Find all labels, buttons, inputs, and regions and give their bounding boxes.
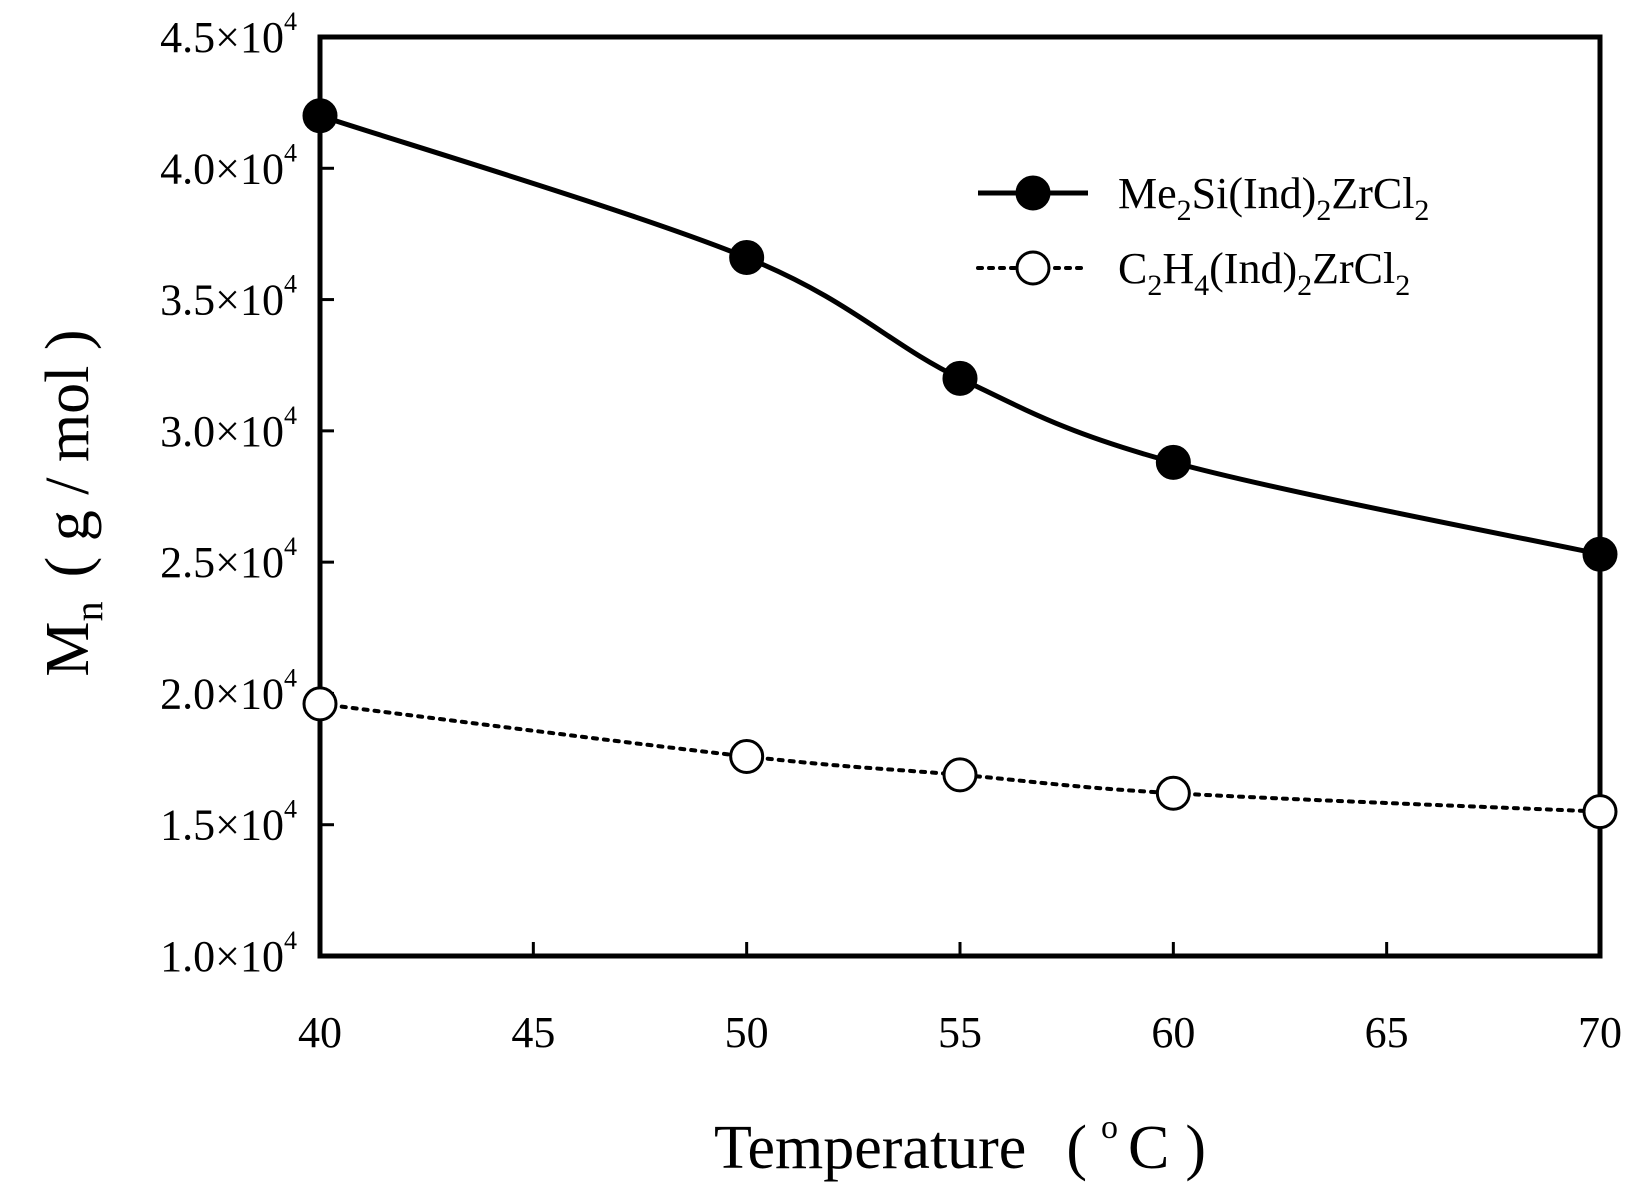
legend-label-2: C2H4(Ind)2ZrCl2: [1118, 244, 1410, 302]
series-2-point: [942, 757, 978, 793]
y-tick-mantissa: 1.5: [160, 801, 215, 850]
y-tick-label: 2.5×104: [160, 532, 297, 587]
y-tick-mantissa: 1.0: [160, 932, 215, 981]
legend-label-1: Me2Si(Ind)2ZrCl2: [1118, 169, 1429, 227]
series-1-point: [942, 360, 978, 396]
y-tick-exponent: 4: [284, 663, 297, 692]
series-1-point: [1582, 536, 1618, 572]
y-tick-label: 2.0×104: [160, 663, 297, 718]
series-2-point: [302, 686, 338, 722]
series-line-2: [318, 701, 1602, 814]
y-tick-label: 4.5×104: [160, 7, 297, 62]
y-tick-base: ×10: [215, 13, 284, 62]
y-tick-base: ×10: [215, 538, 284, 587]
legend-label-text: Me: [1118, 169, 1177, 218]
y-tick-base: ×10: [215, 276, 284, 325]
x-tick-label: 55: [938, 1008, 982, 1057]
y-axis-title: Mn ( g / mol ): [34, 329, 111, 676]
y-axis-ticks: 1.0×1041.5×1042.0×1042.5×1043.0×1043.5×1…: [160, 7, 334, 981]
legend-label-text: (Ind): [1209, 244, 1297, 293]
x-tick-label: 65: [1365, 1008, 1409, 1057]
y-tick-label: 1.5×104: [160, 795, 297, 850]
legend-label-subscript: 4: [1194, 269, 1209, 302]
x-tick-label: 50: [725, 1008, 769, 1057]
legend-label-text: ZrCl: [1331, 169, 1414, 218]
y-tick-exponent: 4: [284, 795, 297, 824]
x-axis-unit-open: (: [1066, 1114, 1087, 1182]
y-tick-exponent: 4: [284, 7, 297, 36]
legend-label-text: C: [1118, 244, 1147, 293]
x-tick-label: 60: [1151, 1008, 1195, 1057]
x-axis-unit-degree: o: [1101, 1109, 1118, 1146]
y-tick-mantissa: 2.5: [160, 538, 215, 587]
y-tick-base: ×10: [215, 144, 284, 193]
y-axis-title-main: M: [34, 621, 102, 676]
legend-label-subscript: 2: [1147, 269, 1162, 302]
y-tick-exponent: 4: [284, 138, 297, 167]
y-tick-exponent: 4: [284, 532, 297, 561]
x-axis-ticks: 40 45 50 55 60 65 70: [298, 942, 1622, 1057]
y-tick-mantissa: 2.0: [160, 669, 215, 718]
legend-label-subscript: 2: [1316, 194, 1331, 227]
legend-label-subscript: 2: [1297, 269, 1312, 302]
legend-label-subscript: 2: [1414, 194, 1429, 227]
y-axis-title-unit: ( g / mol ): [34, 329, 102, 577]
y-axis-title-sub: n: [66, 601, 111, 621]
y-tick-base: ×10: [215, 801, 284, 850]
series-2-point: [1582, 794, 1618, 830]
legend-marker-1: [1015, 175, 1051, 211]
y-tick-mantissa: 3.5: [160, 276, 215, 325]
y-tick-mantissa: 4.0: [160, 144, 215, 193]
x-axis-title-text: Temperature: [714, 1114, 1026, 1182]
y-tick-label: 3.5×104: [160, 270, 297, 325]
legend-label-text: ZrCl: [1312, 244, 1395, 293]
y-tick-label: 1.0×104: [160, 926, 297, 981]
y-tick-mantissa: 3.0: [160, 407, 215, 456]
y-tick-exponent: 4: [284, 401, 297, 430]
y-tick-exponent: 4: [284, 270, 297, 299]
x-tick-label: 45: [511, 1008, 555, 1057]
series-layer: [302, 98, 1618, 830]
x-tick-label: 70: [1578, 1008, 1622, 1057]
series-1-point: [729, 240, 765, 276]
y-tick-base: ×10: [215, 407, 284, 456]
y-tick-base: ×10: [215, 669, 284, 718]
legend-label-subscript: 2: [1395, 269, 1410, 302]
x-tick-label: 40: [298, 1008, 342, 1057]
y-tick-mantissa: 4.5: [160, 13, 215, 62]
series-1-point: [302, 98, 338, 134]
legend-marker-2: [1015, 250, 1051, 286]
y-tick-label: 4.0×104: [160, 138, 297, 193]
series-1-point: [1155, 444, 1191, 480]
x-axis-unit: C: [1128, 1114, 1169, 1182]
legend-label-text: H: [1162, 244, 1194, 293]
series-2-point: [1155, 775, 1191, 811]
y-tick-label: 3.0×104: [160, 401, 297, 456]
legend-label-text: Si(Ind): [1192, 169, 1317, 218]
series-2-point: [729, 738, 765, 774]
y-tick-exponent: 4: [284, 926, 297, 955]
x-axis-title: Temperature ( o C): [714, 1109, 1206, 1182]
legend-label-subscript: 2: [1177, 194, 1192, 227]
x-axis-unit-close: ): [1185, 1114, 1206, 1182]
y-tick-base: ×10: [215, 932, 284, 981]
